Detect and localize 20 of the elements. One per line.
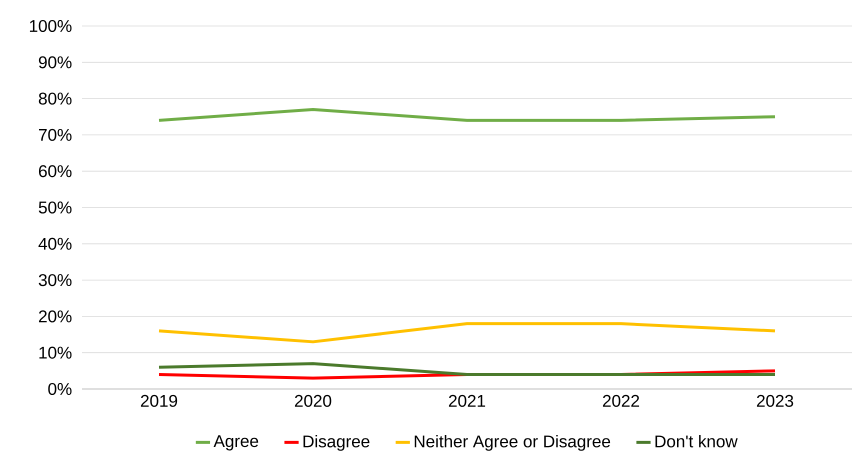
legend-label: Neither Agree or Disagree [414,435,610,451]
y-tick-label: 90% [38,56,72,68]
y-tick-label: 100% [30,20,72,32]
y-tick-label: 40% [38,238,72,250]
y-tick-label: 20% [38,310,72,323]
y-tick-label: 60% [38,165,72,178]
y-tick-label: 0% [48,383,72,396]
y-tick-label: 30% [38,274,72,286]
x-tick-label: 2021 [448,394,486,407]
y-tick-label: 10% [39,346,72,359]
legend-label: Don't know [656,435,738,448]
x-tick-label: 2019 [140,394,178,407]
x-tick-label: 2022 [602,394,640,407]
legend-label: Disagree [304,435,370,451]
y-tick-label: 80% [38,92,72,105]
y-tick-label: 50% [38,202,72,214]
y-tick-label: 70% [38,128,72,142]
x-tick-label: 2020 [294,394,332,407]
x-tick-label: 2023 [756,394,794,407]
legend-label: Agree [214,435,258,451]
